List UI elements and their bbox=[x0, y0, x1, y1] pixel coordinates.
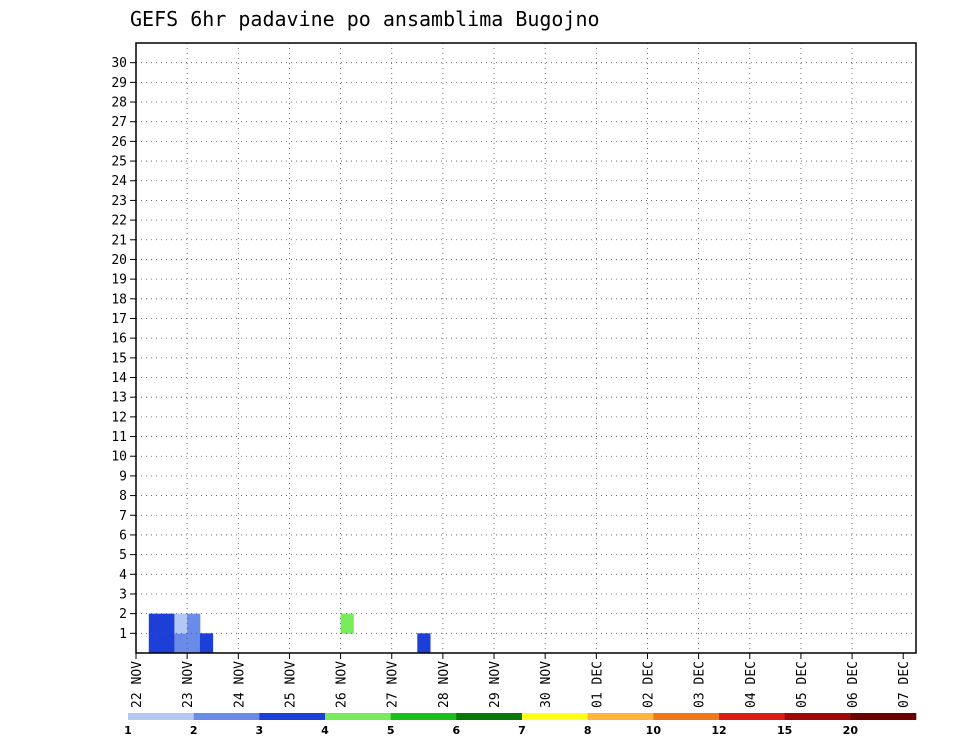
y-tick-label: 17 bbox=[111, 312, 127, 327]
y-tick-label: 23 bbox=[111, 194, 127, 209]
y-tick-label: 20 bbox=[111, 253, 127, 268]
y-tick-label: 25 bbox=[111, 155, 127, 170]
x-axis-ticks: 22 NOV 23 NOV 24 NOV 25 NOV 26 NOV 27 NOV 28 N… bbox=[130, 653, 912, 708]
y-tick-label: 16 bbox=[111, 332, 127, 347]
y-tick-label: 3 bbox=[119, 587, 127, 602]
y-tick-label: 26 bbox=[111, 135, 127, 150]
y-tick-label: 19 bbox=[111, 273, 127, 288]
y-tick-label: 21 bbox=[111, 233, 127, 248]
colorbar-segment bbox=[784, 713, 851, 720]
y-tick-label: 5 bbox=[119, 548, 127, 563]
x-tick-label: 07 DEC bbox=[897, 661, 912, 708]
y-tick-label: 29 bbox=[111, 76, 127, 91]
heatmap-cell bbox=[161, 613, 175, 634]
y-tick-label: 12 bbox=[111, 410, 127, 425]
dotted-grid bbox=[136, 43, 916, 653]
x-tick-label: 29 NOV bbox=[488, 661, 503, 708]
colorbar-label: 15 bbox=[777, 724, 792, 737]
x-tick-label: 26 NOV bbox=[335, 661, 350, 708]
y-tick-label: 1 bbox=[119, 627, 127, 642]
colorbar-label: 6 bbox=[453, 724, 461, 737]
x-tick-label: 05 DEC bbox=[795, 661, 810, 708]
y-tick-label: 30 bbox=[111, 56, 127, 71]
colorbar-segment bbox=[456, 713, 523, 720]
x-tick-label: 02 DEC bbox=[641, 661, 656, 708]
x-tick-label: 23 NOV bbox=[181, 661, 196, 708]
y-tick-label: 22 bbox=[111, 214, 127, 229]
colorbar-label: 1 bbox=[124, 724, 132, 737]
x-tick-label: 25 NOV bbox=[283, 661, 298, 708]
y-tick-label: 28 bbox=[111, 96, 127, 111]
colorbar-label: 10 bbox=[646, 724, 662, 737]
colorbar-segment bbox=[325, 713, 391, 720]
y-tick-label: 14 bbox=[111, 371, 127, 386]
y-tick-label: 10 bbox=[111, 450, 127, 465]
colorbar-segment bbox=[719, 713, 785, 720]
y-tick-label: 7 bbox=[119, 509, 127, 524]
y-tick-label: 8 bbox=[119, 489, 127, 504]
colorbar-segment bbox=[259, 713, 326, 720]
y-tick-label: 24 bbox=[111, 174, 127, 189]
x-tick-label: 01 DEC bbox=[590, 661, 605, 708]
colorbar-segment bbox=[193, 713, 260, 720]
heatmap-cell bbox=[187, 633, 201, 654]
colorbar-label: 8 bbox=[584, 724, 592, 737]
heatmap-cell bbox=[174, 633, 188, 654]
plot-frame bbox=[135, 42, 917, 654]
x-tick-label: 24 NOV bbox=[232, 661, 247, 708]
colorbar-segment bbox=[587, 713, 654, 720]
y-tick-label: 2 bbox=[119, 607, 127, 622]
heatmap-cell bbox=[161, 633, 175, 654]
y-tick-label: 18 bbox=[111, 292, 127, 307]
y-tick-label: 13 bbox=[111, 391, 127, 406]
heatmap-cell bbox=[187, 613, 201, 634]
colorbar: 1 2 3 4 5 6 7 8 10 12 15 20 bbox=[124, 713, 917, 737]
heatmap-cell bbox=[174, 613, 188, 634]
y-tick-label: 4 bbox=[119, 568, 127, 583]
colorbar-segment bbox=[850, 713, 917, 720]
heatmap-cell bbox=[340, 613, 354, 634]
y-tick-label: 27 bbox=[111, 115, 127, 130]
colorbar-label: 20 bbox=[843, 724, 859, 737]
colorbar-segment bbox=[653, 713, 720, 720]
colorbar-segment bbox=[522, 713, 588, 720]
heatmap-cell bbox=[199, 633, 214, 654]
y-tick-label: 15 bbox=[111, 351, 127, 366]
x-tick-label: 27 NOV bbox=[386, 661, 401, 708]
y-axis-ticks: 1234567891011121314151617181920212223242… bbox=[111, 56, 136, 642]
heatmap-cell bbox=[417, 633, 431, 654]
heatmap-cell bbox=[148, 633, 162, 654]
x-tick-label: 22 NOV bbox=[130, 661, 145, 708]
x-tick-label: 04 DEC bbox=[744, 661, 759, 708]
colorbar-label: 2 bbox=[190, 724, 198, 737]
colorbar-segment bbox=[128, 713, 194, 720]
x-tick-label: 30 NOV bbox=[539, 661, 554, 708]
colorbar-label: 12 bbox=[711, 724, 726, 737]
colorbar-label: 7 bbox=[518, 724, 526, 737]
colorbar-label: 4 bbox=[321, 724, 329, 737]
chart-title: GEFS 6hr padavine po ansamblima Bugojno bbox=[130, 7, 600, 31]
x-tick-label: 03 DEC bbox=[693, 661, 708, 708]
y-tick-label: 6 bbox=[119, 528, 127, 543]
x-tick-label: 06 DEC bbox=[846, 661, 861, 708]
colorbar-label: 3 bbox=[256, 724, 264, 737]
x-tick-label: 28 NOV bbox=[437, 661, 452, 708]
y-tick-label: 9 bbox=[119, 469, 127, 484]
colorbar-label: 5 bbox=[387, 724, 395, 737]
y-tick-label: 11 bbox=[111, 430, 127, 445]
heatmap-cells bbox=[148, 613, 431, 654]
colorbar-segment bbox=[390, 713, 457, 720]
heatmap-cell bbox=[148, 613, 162, 634]
